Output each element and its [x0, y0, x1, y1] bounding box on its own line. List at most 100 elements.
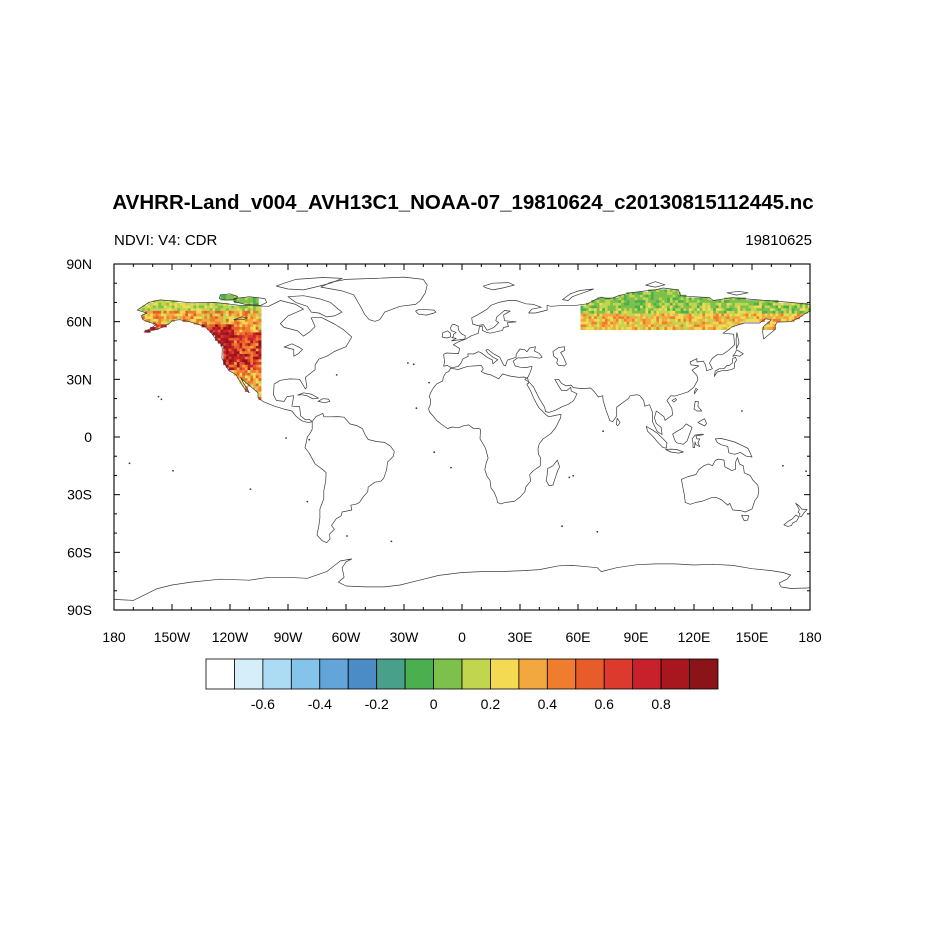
- ndvi-cell: [182, 305, 186, 309]
- ndvi-cell: [780, 305, 784, 309]
- ndvi-cell: [220, 321, 224, 325]
- ndvi-cell: [228, 308, 232, 312]
- ndvi-cell: [244, 378, 248, 382]
- ndvi-cell: [648, 324, 652, 328]
- ndvi-cell: [653, 308, 657, 312]
- ndvi-cell: [623, 294, 627, 298]
- ndvi-cell: [247, 343, 251, 347]
- ndvi-cell: [244, 300, 248, 304]
- ndvi-cell: [675, 289, 679, 293]
- ndvi-cell: [236, 372, 240, 376]
- ndvi-cell: [193, 318, 197, 322]
- ndvi-cell: [683, 327, 687, 331]
- small-island-coast: [335, 374, 338, 376]
- ndvi-cell: [201, 302, 205, 306]
- ndvi-cell: [667, 324, 671, 328]
- ndvi-cell: [659, 297, 663, 301]
- ndvi-cell: [223, 353, 227, 357]
- ndvi-cell: [734, 321, 738, 325]
- ndvi-cell: [236, 375, 240, 379]
- ndvi-cell: [212, 313, 216, 317]
- ndvi-cell: [225, 310, 229, 314]
- ndvi-cell: [629, 324, 633, 328]
- ndvi-cell: [656, 308, 660, 312]
- ndvi-cell: [661, 300, 665, 304]
- ndvi-cell: [626, 327, 630, 331]
- ndvi-cell: [799, 302, 803, 306]
- ndvi-cell: [204, 318, 208, 322]
- ndvi-cell: [653, 318, 657, 322]
- ndvi-cell: [242, 337, 246, 341]
- ndvi-cell: [258, 367, 262, 371]
- ndvi-cell: [669, 289, 673, 293]
- ndvi-cell: [610, 321, 614, 325]
- ndvi-cell: [769, 321, 773, 325]
- ndvi-cell: [253, 327, 257, 331]
- ndvi-cell: [255, 386, 259, 390]
- ndvi-cell: [236, 367, 240, 371]
- ndvi-cell: [255, 380, 259, 384]
- ndvi-cell: [155, 313, 159, 317]
- ndvi-cell: [247, 370, 251, 374]
- ndvi-cell: [648, 321, 652, 325]
- ndvi-cell: [220, 327, 224, 331]
- ndvi-cell: [664, 316, 668, 320]
- ndvi-cell: [255, 337, 259, 341]
- ndvi-cell: [764, 324, 768, 328]
- ndvi-cell: [629, 308, 633, 312]
- ndvi-cell: [648, 316, 652, 320]
- ndvi-cell: [242, 375, 246, 379]
- ndvi-cell: [675, 302, 679, 306]
- ndvi-cell: [710, 327, 714, 331]
- ndvi-cell: [217, 335, 221, 339]
- ndvi-cell: [599, 305, 603, 309]
- ndvi-cell: [637, 327, 641, 331]
- ndvi-cell: [772, 302, 776, 306]
- ndvi-cell: [761, 310, 765, 314]
- ndvi-cell: [228, 294, 232, 298]
- ndvi-cell: [675, 321, 679, 325]
- ndvi-cell: [656, 310, 660, 314]
- ndvi-cell: [177, 313, 181, 317]
- ndvi-cell: [772, 321, 776, 325]
- ndvi-cell: [209, 310, 213, 314]
- ndvi-cell: [642, 294, 646, 298]
- ndvi-cell: [193, 313, 197, 317]
- ndvi-cell: [236, 337, 240, 341]
- ndvi-cell: [686, 318, 690, 322]
- ndvi-cell: [680, 302, 684, 306]
- ndvi-cell: [734, 300, 738, 304]
- ndvi-cell: [239, 316, 243, 320]
- ndvi-cell: [621, 324, 625, 328]
- ndvi-cell: [723, 308, 727, 312]
- ndvi-cell: [642, 324, 646, 328]
- ndvi-cell: [696, 318, 700, 322]
- ndvi-cell: [250, 356, 254, 360]
- ndvi-cell: [244, 348, 248, 352]
- ndvi-cell: [242, 370, 246, 374]
- ndvi-cell: [239, 327, 243, 331]
- small-island-coast: [306, 500, 309, 503]
- new-zealand-south-coast: [783, 514, 800, 527]
- ndvi-cell: [656, 300, 660, 304]
- great-britain-coast: [450, 324, 466, 342]
- ndvi-cell: [196, 321, 200, 325]
- ndvi-cell: [239, 372, 243, 376]
- ndvi-cell: [677, 313, 681, 317]
- ndvi-cell: [244, 375, 248, 379]
- ndvi-cell: [637, 318, 641, 322]
- ndvi-cell: [767, 316, 771, 320]
- ndvi-cell: [234, 318, 238, 322]
- ndvi-cell: [604, 316, 608, 320]
- ndvi-cell: [188, 313, 192, 317]
- ndvi-cell: [669, 318, 673, 322]
- ndvi-cell: [661, 308, 665, 312]
- colorbar-swatch: [376, 658, 406, 690]
- borneo-coast: [672, 423, 693, 445]
- ndvi-cell: [621, 308, 625, 312]
- ndvi-cell: [710, 313, 714, 317]
- ndvi-cell: [223, 348, 227, 352]
- ndvi-cell: [179, 310, 183, 314]
- ndvi-cell: [610, 313, 614, 317]
- ndvi-cell: [591, 308, 595, 312]
